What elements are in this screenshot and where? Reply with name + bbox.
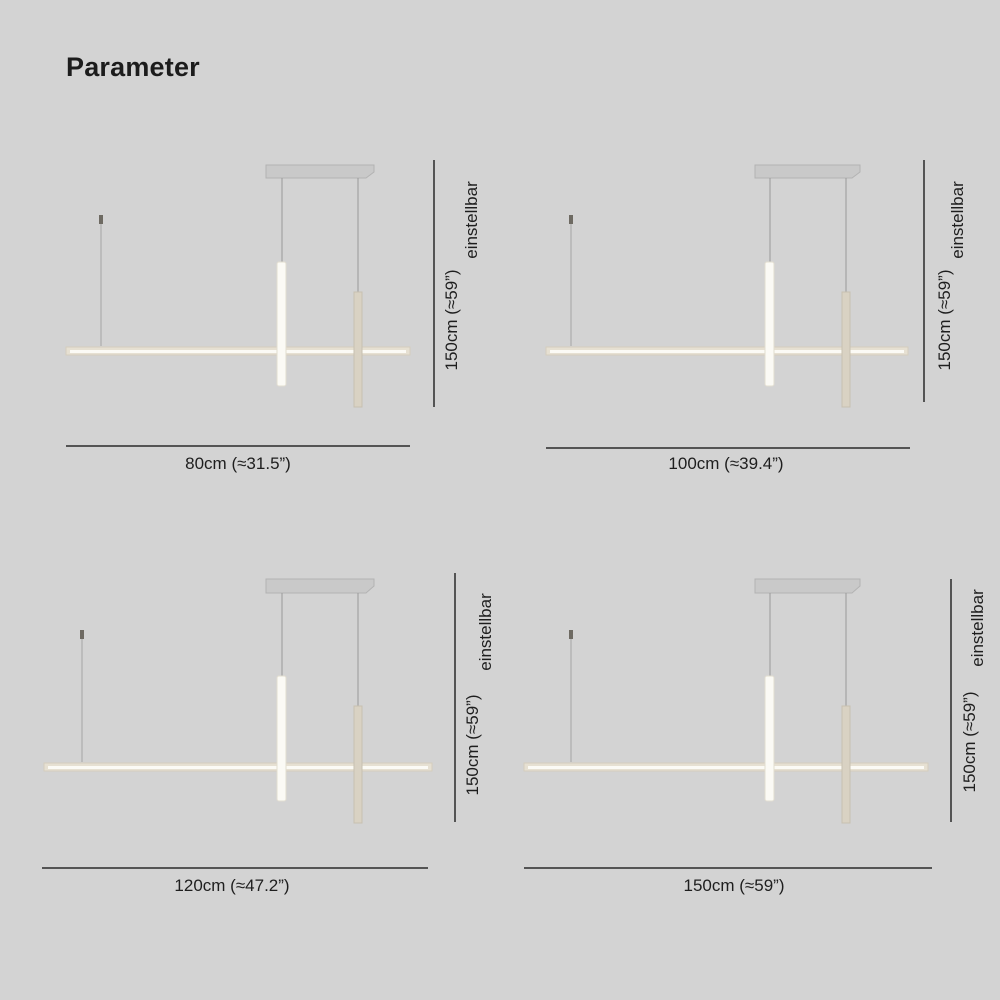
cable-grip [99,215,103,224]
width-dimension-label: 120cm (≈47.2”) [174,876,290,895]
glowing-vertical-bar [276,261,287,387]
unlit-vertical-bar [353,705,363,824]
horizontal-light-glow [528,766,924,769]
glowing-vertical-bar [764,261,775,387]
ceiling-canopy [265,578,375,594]
unlit-vertical-bar [353,291,363,408]
adjustable-note: einstellbar [968,589,987,667]
cable-grip [80,630,84,639]
glowing-vertical-bar [764,675,775,802]
glowing-vertical-bar [276,675,287,802]
horizontal-light-glow [550,350,904,353]
unlit-vertical-bar [841,705,851,824]
width-dimension-label: 150cm (≈59”) [683,876,785,895]
width-dimension-label: 80cm (≈31.5”) [185,454,291,473]
horizontal-light-glow [70,350,406,353]
horizontal-light-glow [48,766,428,769]
ceiling-canopy [754,578,861,594]
ceiling-canopy [265,164,375,179]
ceiling-canopy [754,164,861,179]
height-dimension-label: 150cm (≈59”) [960,691,979,793]
cable-grip [569,630,573,639]
page-title: Parameter [66,52,200,82]
unlit-vertical-bar [841,291,851,408]
width-dimension-label: 100cm (≈39.4”) [668,454,784,473]
cable-grip [569,215,573,224]
